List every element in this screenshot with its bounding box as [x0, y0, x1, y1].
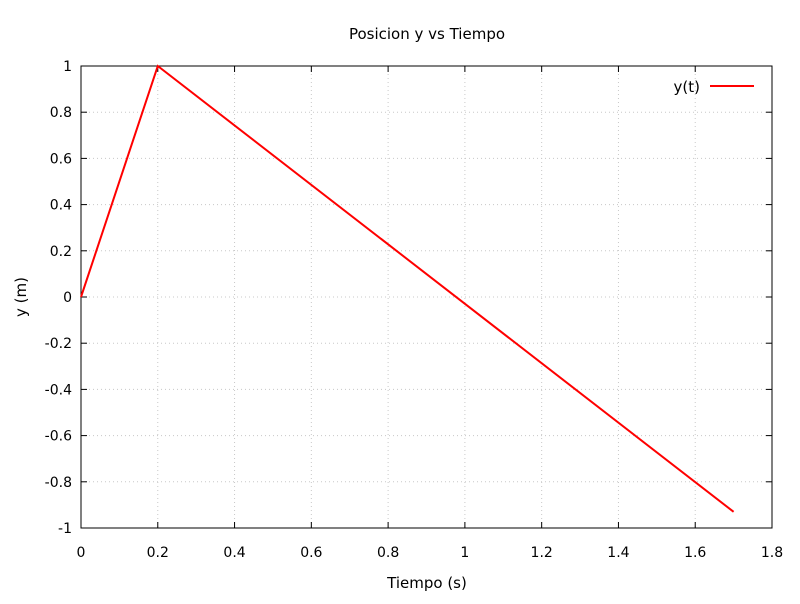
grid-lines [81, 66, 772, 528]
y-tick-label: 0.4 [50, 198, 72, 214]
x-tick-label: 0.8 [377, 545, 399, 561]
x-tick-label: 1.8 [761, 545, 783, 561]
y-tick-label: 0.8 [50, 105, 72, 121]
y-tick-label: -0.8 [45, 475, 72, 491]
y-tick-label: -1 [58, 521, 72, 537]
x-tick-label: 1.4 [607, 545, 629, 561]
y-tick-labels: -1 -0.8 -0.6 -0.4 -0.2 0 0.2 0.4 0.6 0.8 1 [45, 59, 72, 537]
legend: y(t) [674, 78, 754, 96]
y-tick-label: 0.6 [50, 151, 72, 167]
axis-ticks [80, 65, 773, 529]
x-axis-label: Tiempo (s) [386, 574, 467, 592]
y-tick-label: 1 [63, 59, 72, 75]
series-lines [80, 64, 735, 513]
x-tick-label: 0.2 [147, 545, 169, 561]
y-tick-label: -0.6 [45, 429, 72, 445]
y-tick-label: 0 [63, 290, 72, 306]
y-tick-label: -0.4 [45, 382, 72, 398]
x-tick-label: 1.6 [684, 545, 706, 561]
y-tick-label: 0.2 [50, 244, 72, 260]
series-line-y-t [80, 64, 735, 513]
y-axis-label: y (m) [12, 277, 30, 317]
x-tick-label: 0 [77, 545, 86, 561]
plot-frame [80, 65, 773, 529]
x-tick-label: 1.2 [531, 545, 553, 561]
legend-label: y(t) [674, 78, 700, 96]
x-tick-label: 1 [460, 545, 469, 561]
x-tick-label: 0.6 [300, 545, 322, 561]
x-tick-label: 0.4 [223, 545, 245, 561]
y-tick-label: -0.2 [45, 336, 72, 352]
x-tick-labels: 0 0.2 0.4 0.6 0.8 1 1.2 1.4 1.6 1.8 [77, 545, 784, 561]
chart-title: Posicion y vs Tiempo [349, 25, 505, 43]
